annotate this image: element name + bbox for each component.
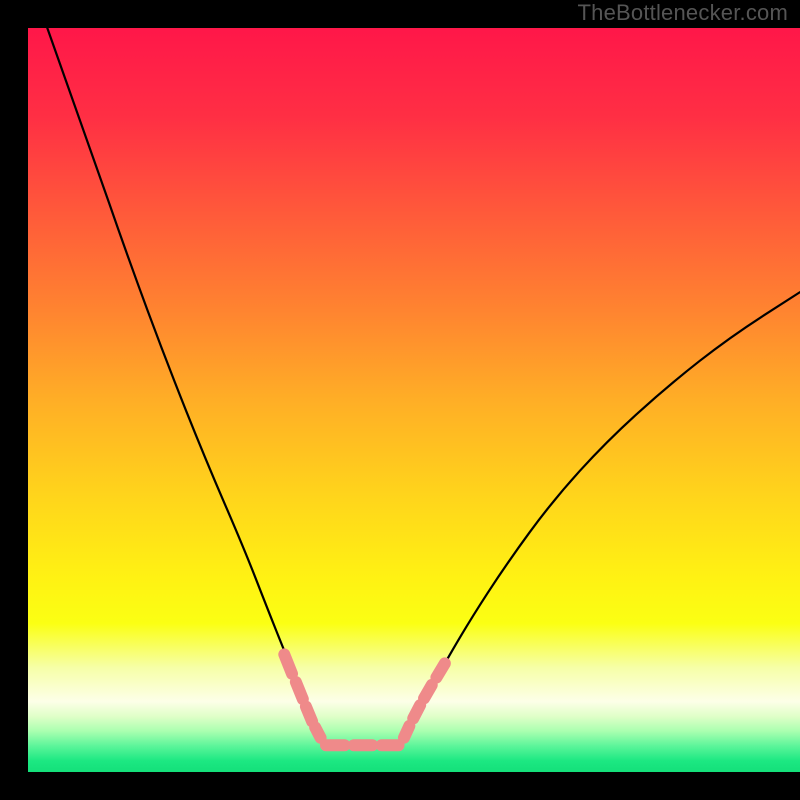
pink-tick-left-1 [296,682,303,699]
frame-border [0,772,800,800]
pink-tick-right-3 [436,663,444,677]
pink-tick-left-2 [306,707,312,722]
pink-tick-left-0 [284,654,292,673]
curve-layer [28,28,800,772]
pink-tick-right-0 [404,726,409,738]
bottleneck-curve-left [47,28,323,739]
pink-tick-right-1 [413,705,420,718]
pink-tick-right-2 [424,685,432,698]
bottleneck-curve-right [402,292,800,739]
pink-tick-left-3 [315,727,320,737]
stage: TheBottlenecker.com [0,0,800,800]
frame-border [0,0,28,800]
plot-area [28,28,800,772]
watermark-text: TheBottlenecker.com [578,0,788,26]
